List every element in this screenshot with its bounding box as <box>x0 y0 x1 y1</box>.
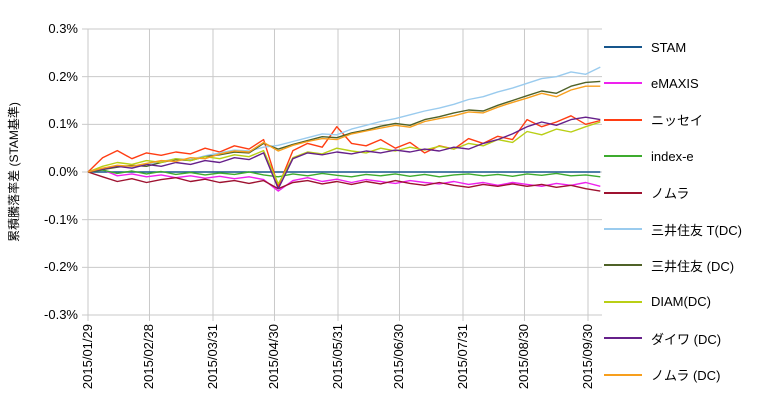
legend-item: eMAXIS <box>604 73 699 93</box>
legend-swatch <box>604 264 642 267</box>
legend-label: ノムラ <box>651 186 690 202</box>
x-tick-label: 2015/01/29 <box>80 324 95 390</box>
x-tick-label: 2015/06/30 <box>391 324 407 390</box>
y-tick-label: 0.0% <box>48 164 78 179</box>
x-tick-label: 2015/03/31 <box>205 324 220 390</box>
series-line-index-e <box>87 169 601 178</box>
legend-label: ニッセイ <box>651 113 704 129</box>
series-line-三井住友 (DC) <box>87 80 601 173</box>
legend-label: ノムラ (DC) <box>651 368 721 384</box>
legend-swatch <box>604 337 642 340</box>
x-tick-label: 2015/09/30 <box>580 324 595 390</box>
legend-label: 三井住友 T(DC) <box>651 222 742 238</box>
legend-item: STAM <box>604 37 686 57</box>
x-tick-label: 2015/05/31 <box>330 324 345 390</box>
series-line-ノムラ <box>87 171 601 192</box>
y-tick-label: -0.3% <box>44 307 78 322</box>
series-line-ダイワ (DC) <box>87 116 601 190</box>
y-tick-label: 0.2% <box>48 68 78 84</box>
legend-item: DIAM(DC) <box>604 292 711 312</box>
x-tick-label: 2015/04/30 <box>266 324 282 390</box>
legend-label: DIAM(DC) <box>651 294 711 310</box>
series-line-三井住友 T(DC) <box>87 66 601 173</box>
legend-label: ダイワ (DC) <box>651 331 722 347</box>
legend-swatch <box>604 228 642 230</box>
x-tick-label: 2015/07/31 <box>455 324 470 390</box>
y-axis-title-text: 累積騰落率差 (STAM基準) <box>7 102 21 242</box>
legend-item: ノムラ (DC) <box>604 365 720 385</box>
legend-item: index-e <box>604 146 694 166</box>
legend-item: 三井住友 (DC) <box>604 255 734 275</box>
legend-swatch <box>604 300 642 303</box>
x-tick-label: 2015/08/30 <box>516 324 532 390</box>
legend-swatch <box>604 46 642 48</box>
legend-swatch <box>604 118 642 121</box>
legend-swatch <box>604 373 642 376</box>
legend-label: 三井住友 (DC) <box>651 258 735 274</box>
legend-item: ダイワ (DC) <box>604 328 721 348</box>
series-line-DIAM(DC) <box>87 121 601 185</box>
series-line-eMAXIS <box>87 168 601 192</box>
legend-label: index-e <box>651 148 694 164</box>
legend-item: ニッセイ <box>604 110 703 130</box>
legend-item: ノムラ <box>604 183 689 203</box>
legend-label: STAM <box>651 39 687 55</box>
y-tick-label: 0.3% <box>48 21 78 36</box>
legend-swatch <box>604 82 642 85</box>
legend-item: 三井住友 T(DC) <box>604 219 742 239</box>
legend-swatch <box>604 191 642 194</box>
y-tick-label: -0.1% <box>44 211 78 227</box>
legend-swatch <box>604 155 642 158</box>
legend-label: eMAXIS <box>651 75 699 91</box>
x-tick-label: 2015/02/28 <box>141 324 157 390</box>
y-tick-label: 0.1% <box>48 116 78 132</box>
y-tick-label: -0.2% <box>44 259 78 275</box>
series-line-ノムラ (DC) <box>87 85 601 173</box>
